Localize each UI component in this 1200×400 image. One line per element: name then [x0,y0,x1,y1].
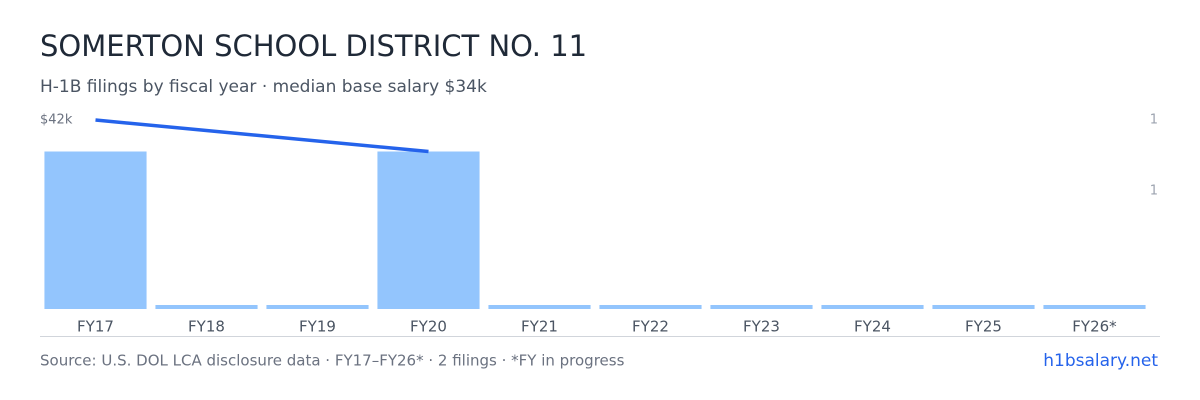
bar [599,305,702,309]
chart-subtitle: H-1B filings by fiscal year · median bas… [40,77,487,97]
x-tick-label: FY21 [521,318,558,336]
footer: Source: U.S. DOL LCA disclosure data · F… [40,352,625,370]
x-tick-label: FY17 [77,318,114,336]
y2-tick-label: 1 [1150,183,1158,198]
bar [155,305,258,309]
salary-line [95,118,429,154]
bar [488,305,591,309]
x-tick-label: FY25 [965,318,1002,336]
chart-title: SOMERTON SCHOOL DISTRICT NO. 11 [40,29,587,63]
x-tick-label: FY26* [1072,318,1117,336]
site-link[interactable]: h1bsalary.net [1043,351,1158,371]
bar [266,305,369,309]
bar [932,305,1035,309]
bar [377,151,480,309]
bar [710,305,813,309]
x-tick-label: FY22 [632,318,669,336]
bar [821,305,924,309]
bar [44,151,147,309]
x-tick-label: FY19 [299,318,336,336]
x-tick-label: FY23 [743,318,780,336]
bar [1043,305,1146,309]
x-tick-label: FY20 [410,318,447,336]
y-tick-label: $42k [40,113,73,128]
x-tick-label: FY18 [188,318,225,336]
y2-tick-label: 1 [1150,113,1158,128]
x-tick-label: FY24 [854,318,891,336]
